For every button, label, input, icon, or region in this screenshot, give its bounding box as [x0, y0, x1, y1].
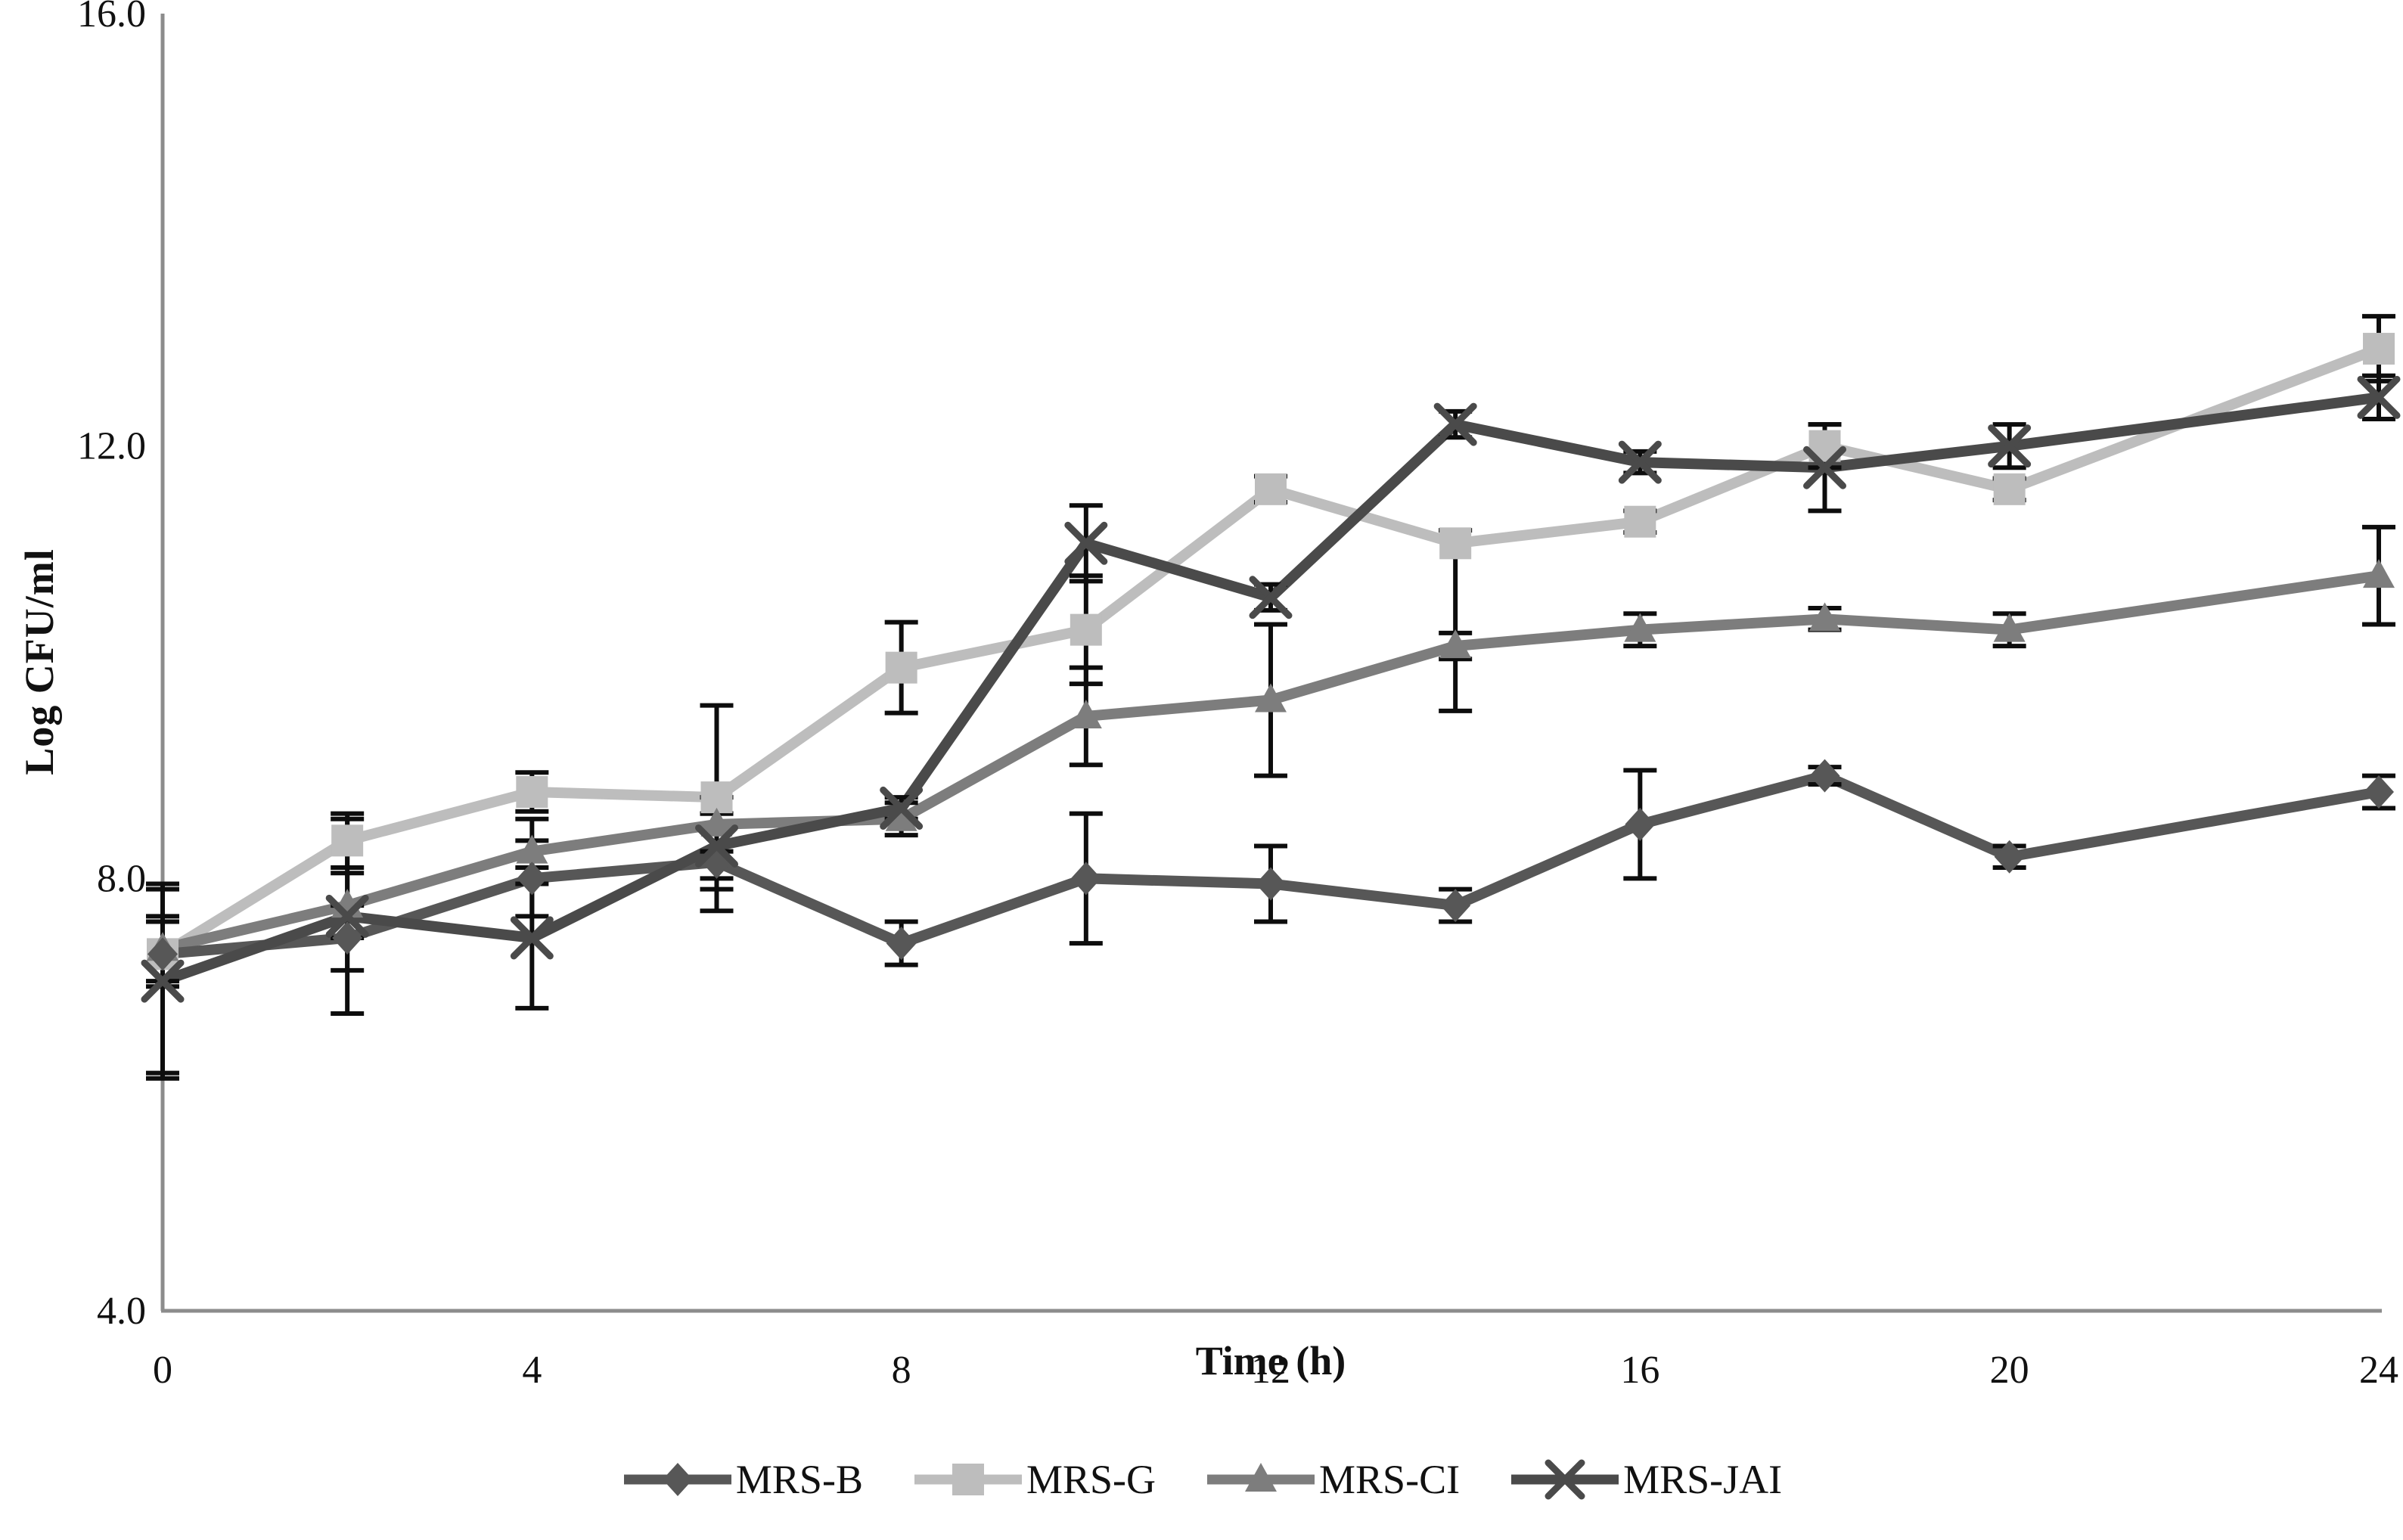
marker-triangle: [1624, 613, 1656, 642]
marker-square: [516, 776, 548, 808]
legend-marker-x-icon: [1511, 1459, 1619, 1500]
legend-marker-diamond-icon: [623, 1463, 731, 1496]
legend-label: MRS-CI: [1319, 1457, 1461, 1502]
marker-x: [510, 916, 554, 960]
marker-triangle: [1070, 699, 1102, 728]
y-tick-label: 8.0: [97, 857, 146, 900]
marker-diamond: [1440, 889, 1471, 923]
x-tick-label: 20: [1990, 1349, 2029, 1392]
x-axis-title: Time (h): [1195, 1338, 1346, 1383]
legend-label: MRS-G: [1026, 1457, 1156, 1502]
marker-x: [1249, 576, 1293, 619]
x-tick-label: 0: [153, 1349, 172, 1392]
marker-square: [1624, 505, 1656, 538]
marker-diamond: [332, 921, 363, 955]
x-tick-label: 12: [1251, 1349, 1290, 1392]
marker-triangle: [1255, 683, 1287, 713]
marker-x: [141, 959, 185, 1003]
marker-diamond: [147, 937, 178, 971]
marker-diamond: [1809, 759, 1840, 793]
marker-triangle: [1808, 602, 1841, 632]
legend: MRS-B MRS-G MRS-CI MRS-JAI: [0, 1451, 2403, 1508]
legend-item-MRS-CI: MRS-CI: [1204, 1451, 1460, 1508]
marker-diamond: [662, 1463, 693, 1496]
marker-triangle: [2363, 559, 2395, 588]
marker-triangle: [885, 802, 917, 831]
series-line-MRS-JAI: [160, 392, 2380, 986]
x-tick-label: 8: [892, 1349, 911, 1392]
marker-x: [1618, 440, 1662, 484]
marker-diamond: [886, 927, 917, 961]
legend-item-MRS-B: MRS-B: [621, 1451, 863, 1508]
x-tick-label: 16: [1620, 1349, 1659, 1392]
marker-diamond: [1256, 867, 1286, 901]
marker-square: [885, 651, 917, 684]
marker-square: [1070, 613, 1102, 646]
marker-square: [1255, 473, 1287, 505]
marker-x: [2357, 375, 2401, 419]
legend-label: MRS-JAI: [1623, 1457, 1783, 1502]
marker-x: [1988, 424, 2032, 468]
series-line-MRS-B: [162, 770, 2380, 960]
series-line-MRS-CI: [161, 570, 2380, 955]
marker-x: [1545, 1459, 1585, 1500]
legend-label: MRS-B: [735, 1457, 863, 1502]
legend-marker-triangle-icon: [1207, 1463, 1315, 1492]
marker-square: [331, 824, 364, 857]
legend-marker-square-icon: [914, 1464, 1022, 1495]
marker-x: [695, 824, 738, 868]
marker-triangle: [1439, 629, 1472, 659]
marker-diamond: [1070, 862, 1101, 896]
marker-diamond: [1994, 840, 2025, 874]
marker-diamond: [2364, 775, 2394, 809]
x-tick-label: 4: [522, 1349, 542, 1392]
marker-x: [1803, 446, 1846, 489]
marker-square: [952, 1464, 984, 1495]
marker-triangle: [700, 807, 733, 837]
legend-item-MRS-JAI: MRS-JAI: [1508, 1451, 1782, 1508]
marker-x: [325, 894, 369, 938]
marker-x: [1064, 521, 1108, 565]
marker-diamond: [1625, 807, 1656, 841]
series-line-MRS-G: [160, 343, 2381, 959]
marker-triangle: [1245, 1463, 1278, 1492]
x-tick-label: 24: [2359, 1349, 2398, 1392]
marker-square: [1993, 473, 2026, 505]
marker-x: [1433, 402, 1477, 446]
y-tick-label: 4.0: [97, 1290, 146, 1333]
marker-square: [2363, 333, 2395, 365]
marker-triangle: [516, 834, 548, 864]
marker-square: [1439, 527, 1472, 560]
marker-x: [880, 786, 924, 830]
marker-triangle: [1993, 613, 2026, 642]
y-tick-label: 16.0: [77, 0, 146, 36]
y-tick-label: 12.0: [77, 425, 146, 468]
marker-diamond: [517, 862, 548, 896]
legend-item-MRS-G: MRS-G: [911, 1451, 1156, 1508]
